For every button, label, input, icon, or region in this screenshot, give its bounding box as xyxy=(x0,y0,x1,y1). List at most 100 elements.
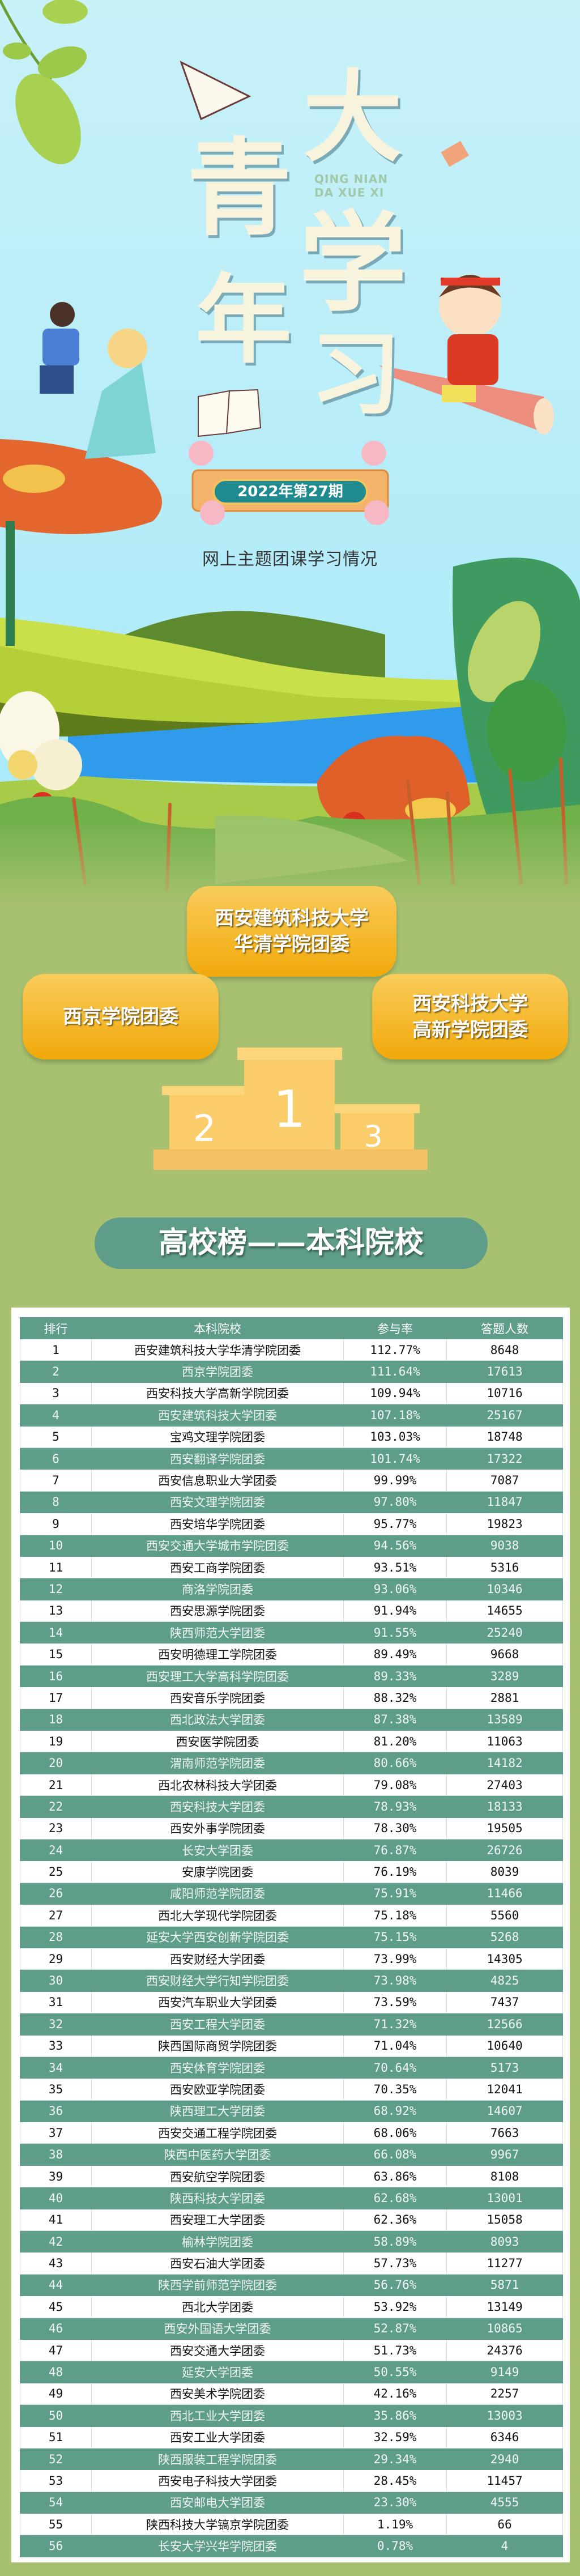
school-cell: 西安外事学院团委 xyxy=(91,1817,344,1840)
participation-rate-cell: 91.94% xyxy=(343,1599,447,1623)
table-row: 14 陕西师范大学团委 91.55% 25240 xyxy=(20,1621,563,1644)
respondents-cell: 5560 xyxy=(446,1904,563,1927)
table-row: 27 西北大学现代学院团委 75.18% 5560 xyxy=(20,1904,563,1927)
rank-cell: 44 xyxy=(20,2273,92,2297)
school-cell: 西北大学团委 xyxy=(91,2296,344,2318)
participation-rate-cell: 29.34% xyxy=(343,2447,447,2471)
respondents-cell: 11466 xyxy=(446,1882,563,1905)
school-cell: 长安大学兴华学院团委 xyxy=(91,2535,344,2557)
table-row: 52 陕西服装工程学院团委 29.34% 2940 xyxy=(20,2447,563,2471)
respondents-cell: 7087 xyxy=(446,1469,563,1492)
respondents-cell: 26726 xyxy=(446,1838,563,1862)
table-row: 28 延安大学西安创新学院团委 75.15% 5268 xyxy=(20,1926,563,1948)
participation-rate-cell: 68.92% xyxy=(343,2100,447,2123)
table-row: 46 西安外国语大学团委 52.87% 10865 xyxy=(20,2317,563,2340)
participation-rate-cell: 80.66% xyxy=(343,1752,447,1774)
participation-rate-cell: 103.03% xyxy=(343,1425,447,1448)
participation-rate-cell: 111.64% xyxy=(343,1360,447,1383)
participation-rate-cell: 73.99% xyxy=(343,1947,447,1970)
table-row: 50 西北工业大学团委 35.86% 13003 xyxy=(20,2404,563,2427)
school-cell: 西安理工大学团委 xyxy=(91,2208,344,2232)
table-row: 53 西安电子科技大学团委 28.45% 11457 xyxy=(20,2469,563,2492)
respondents-cell: 5173 xyxy=(446,2056,563,2079)
rank-cell: 36 xyxy=(20,2100,92,2123)
participation-rate-cell: 1.19% xyxy=(343,2513,447,2536)
rank-cell: 5 xyxy=(20,1425,92,1448)
participation-rate-cell: 76.87% xyxy=(343,1838,447,1862)
respondents-cell: 11277 xyxy=(446,2252,563,2275)
table-row: 9 西安培华学院团委 95.77% 19823 xyxy=(20,1513,563,1535)
participation-rate-cell: 78.30% xyxy=(343,1817,447,1840)
table-row: 2 西京学院团委 111.64% 17613 xyxy=(20,1360,563,1383)
participation-rate-cell: 68.06% xyxy=(343,2122,447,2144)
boy-on-pencil-illustration xyxy=(379,275,554,435)
rank-cell: 3 xyxy=(20,1382,92,1405)
award-first-place: 西安建筑科技大学 华清学院团委 xyxy=(187,886,396,977)
respondents-cell: 8093 xyxy=(446,2230,563,2253)
participation-rate-cell: 101.74% xyxy=(343,1447,447,1470)
school-cell: 陕西服装工程学院团委 xyxy=(91,2447,344,2471)
table-row: 51 西安工业大学团委 32.59% 6346 xyxy=(20,2426,563,2449)
rank-cell: 7 xyxy=(20,1469,92,1492)
rank-cell: 12 xyxy=(20,1578,92,1600)
school-cell: 西安汽车职业大学团委 xyxy=(91,1991,344,2014)
respondents-cell: 11847 xyxy=(446,1491,563,1514)
participation-rate-cell: 0.78% xyxy=(343,2535,447,2557)
table-row: 36 陕西理工大学团委 68.92% 14607 xyxy=(20,2100,563,2123)
table-row: 39 西安航空学院团委 63.86% 8108 xyxy=(20,2165,563,2188)
table-row: 12 商洛学院团委 93.06% 10346 xyxy=(20,1578,563,1600)
participation-rate-cell: 94.56% xyxy=(343,1534,447,1557)
respondents-cell: 4 xyxy=(446,2535,563,2557)
school-cell: 榆林学院团委 xyxy=(91,2230,344,2253)
rank-cell: 15 xyxy=(20,1643,92,1666)
participation-rate-cell: 112.77% xyxy=(343,1338,447,1361)
header-school: 本科院校 xyxy=(91,1317,344,1339)
participation-rate-cell: 91.55% xyxy=(343,1621,447,1644)
podium-rank-2: 2 xyxy=(193,1108,216,1150)
rank-cell: 30 xyxy=(20,1969,92,1992)
respondents-cell: 5268 xyxy=(446,1926,563,1948)
participation-rate-cell: 87.38% xyxy=(343,1708,447,1731)
respondents-cell: 8039 xyxy=(446,1860,563,1883)
school-cell: 西安科技大学高新学院团委 xyxy=(91,1382,344,1405)
participation-rate-cell: 88.32% xyxy=(343,1687,447,1709)
rank-cell: 42 xyxy=(20,2230,92,2253)
rank-cell: 18 xyxy=(20,1708,92,1731)
rank-cell: 34 xyxy=(20,2056,92,2079)
rank-cell: 54 xyxy=(20,2491,92,2514)
school-cell: 西安体育学院团委 xyxy=(91,2056,344,2079)
rank-cell: 8 xyxy=(20,1491,92,1514)
rank-cell: 41 xyxy=(20,2208,92,2232)
respondents-cell: 25167 xyxy=(446,1404,563,1427)
respondents-cell: 12041 xyxy=(446,2078,563,2101)
table-row: 41 西安理工大学团委 62.36% 15058 xyxy=(20,2208,563,2232)
respondents-cell: 2257 xyxy=(446,2382,563,2405)
respondents-cell: 19505 xyxy=(446,1817,563,1840)
table-row: 32 西安工程大学团委 71.32% 12566 xyxy=(20,2013,563,2036)
table-row: 26 咸阳师范学院团委 75.91% 11466 xyxy=(20,1882,563,1905)
participation-rate-cell: 75.91% xyxy=(343,1882,447,1905)
school-cell: 西北大学现代学院团委 xyxy=(91,1904,344,1927)
school-cell: 西安培华学院团委 xyxy=(91,1513,344,1535)
respondents-cell: 15058 xyxy=(446,2208,563,2232)
table-row: 8 西安文理学院团委 97.80% 11847 xyxy=(20,1491,563,1514)
table-row: 18 西北政法大学团委 87.38% 13589 xyxy=(20,1708,563,1731)
participation-rate-cell: 56.76% xyxy=(343,2273,447,2297)
participation-rate-cell: 71.04% xyxy=(343,2034,447,2057)
podium-rank-1: 1 xyxy=(273,1080,305,1139)
school-cell: 陕西科技大学团委 xyxy=(91,2187,344,2209)
school-cell: 西安工业大学团委 xyxy=(91,2426,344,2449)
table-row: 20 渭南师范学院团委 80.66% 14182 xyxy=(20,1752,563,1774)
participation-rate-cell: 57.73% xyxy=(343,2252,447,2275)
participation-rate-cell: 107.18% xyxy=(343,1404,447,1427)
title-char: 年 xyxy=(195,263,292,377)
table-row: 10 西安交通大学城市学院团委 94.56% 9038 xyxy=(20,1534,563,1557)
rank-cell: 48 xyxy=(20,2361,92,2383)
rank-cell: 4 xyxy=(20,1404,92,1427)
participation-rate-cell: 66.08% xyxy=(343,2143,447,2166)
respondents-cell: 13149 xyxy=(446,2296,563,2318)
respondents-cell: 11063 xyxy=(446,1730,563,1753)
table-row: 30 西安财经大学行知学院团委 73.98% 4825 xyxy=(20,1969,563,1992)
award-third-line2: 高新学院团委 xyxy=(412,1018,528,1041)
rank-cell: 31 xyxy=(20,1991,92,2014)
